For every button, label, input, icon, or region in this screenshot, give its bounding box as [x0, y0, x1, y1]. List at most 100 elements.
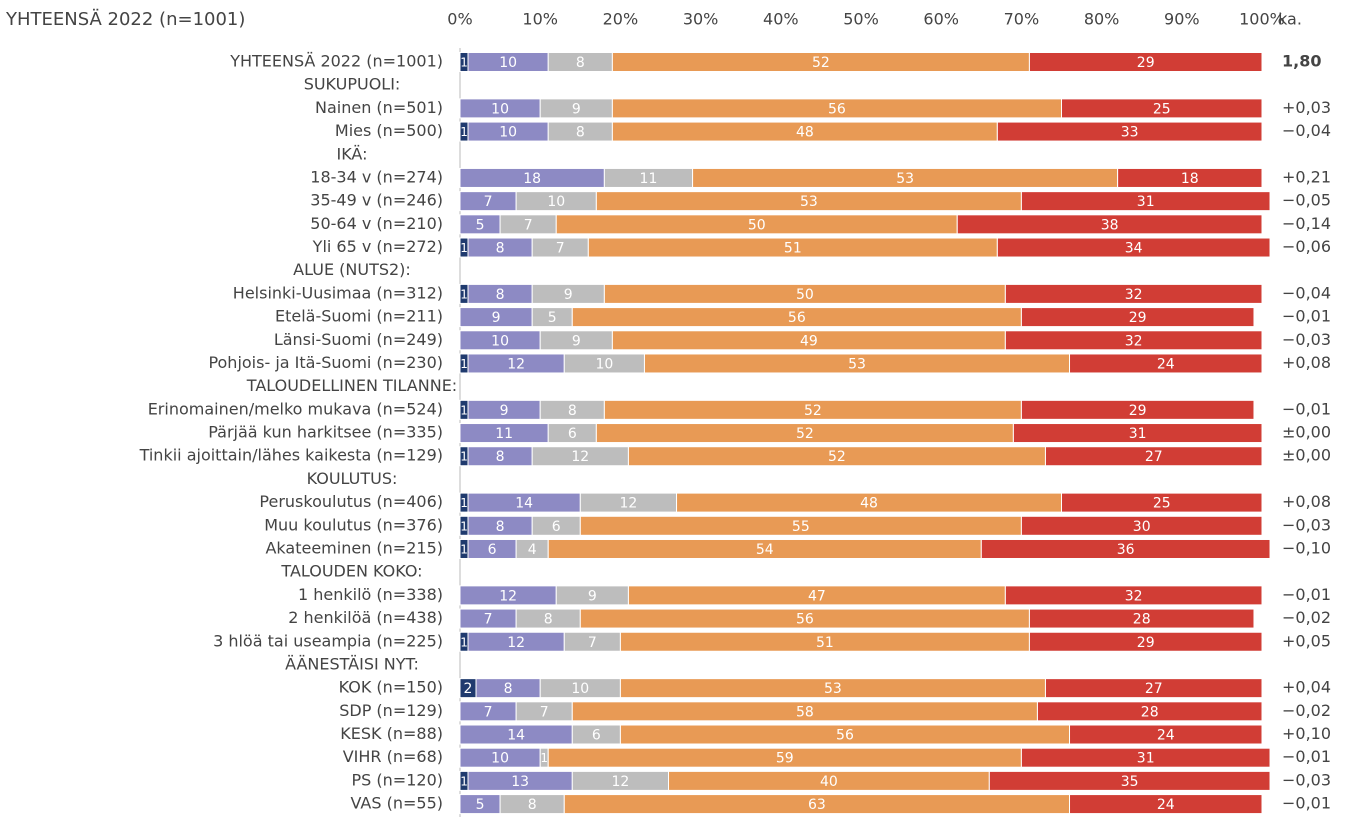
- segment-label: 29: [1129, 310, 1147, 326]
- segment-label: 53: [824, 681, 842, 697]
- segment-label: 14: [515, 496, 533, 512]
- segment-label: 59: [776, 751, 794, 767]
- category-label: Muu koulutus (n=376): [264, 515, 443, 534]
- segment-label: 4: [528, 542, 537, 558]
- category-label: 18-34 v (n=274): [310, 167, 443, 186]
- segment-label: 9: [572, 101, 581, 117]
- segment-label: 32: [1125, 287, 1143, 303]
- bar-segment: [1069, 353, 1263, 374]
- segment-label: 31: [1129, 426, 1147, 442]
- segment-label: 9: [564, 287, 573, 303]
- segment-label: 10: [499, 125, 517, 141]
- bar-segment: [1044, 446, 1263, 467]
- segment-label: 49: [800, 333, 818, 349]
- segment-label: 34: [1125, 241, 1143, 257]
- segment-label: 8: [504, 681, 513, 697]
- segment-label: 10: [491, 101, 509, 117]
- category-label: KESK (n=88): [340, 724, 443, 743]
- ka-value: −0,01: [1282, 585, 1331, 604]
- x-tick-label: 0%: [447, 10, 472, 29]
- segment-label: 47: [808, 588, 826, 604]
- bar-segment: [996, 121, 1263, 142]
- segment-label: 29: [1137, 55, 1155, 71]
- segment-label: 2: [464, 681, 473, 697]
- x-tick-label: 40%: [763, 10, 799, 29]
- segment-label: 8: [576, 125, 585, 141]
- category-label: YHTEENSÄ 2022 (n=1001): [229, 52, 443, 71]
- segment-label: 10: [491, 333, 509, 349]
- bar-segment: [1069, 794, 1263, 815]
- ka-value: −0,10: [1282, 538, 1331, 557]
- bar-segment: [988, 770, 1271, 791]
- ka-value: −0,05: [1282, 191, 1331, 210]
- segment-label: 10: [547, 194, 565, 210]
- category-label: Peruskoulutus (n=406): [259, 492, 443, 511]
- segment-label: 7: [484, 194, 493, 210]
- segment-label: 5: [476, 797, 485, 813]
- bar-segment: [1012, 423, 1263, 444]
- segment-label: 48: [860, 496, 878, 512]
- segment-label: 8: [496, 241, 505, 257]
- ka-value: −0,03: [1282, 515, 1331, 534]
- segment-label: 8: [544, 612, 553, 628]
- ka-value: +0,21: [1282, 167, 1331, 186]
- category-label: Länsi-Suomi (n=249): [274, 330, 443, 349]
- segment-label: 24: [1157, 797, 1175, 813]
- segment-label: 1: [460, 125, 468, 139]
- segment-label: 27: [1145, 449, 1163, 465]
- segment-label: 29: [1137, 635, 1155, 651]
- segment-label: 9: [500, 403, 509, 419]
- segment-label: 9: [492, 310, 501, 326]
- segment-label: 1: [460, 357, 468, 371]
- ka-value: −0,04: [1282, 283, 1331, 302]
- ka-value: −0,02: [1282, 608, 1331, 627]
- segment-label: 7: [524, 217, 533, 233]
- segment-label: 1: [460, 496, 468, 510]
- segment-label: 9: [572, 333, 581, 349]
- ka-header: ka.: [1278, 10, 1302, 29]
- category-label: Tinkii ajoittain/lähes kaikesta (n=129): [139, 446, 443, 465]
- segment-label: 28: [1141, 704, 1159, 720]
- ka-value: −0,06: [1282, 237, 1331, 256]
- segment-label: 12: [507, 356, 525, 372]
- section-label: SUKUPUOLI:: [304, 75, 401, 94]
- bar-segment: [1036, 701, 1263, 722]
- segment-label: 8: [568, 403, 577, 419]
- category-label: 50-64 v (n=210): [310, 214, 443, 233]
- category-label: SDP (n=129): [339, 701, 443, 720]
- segment-label: 1: [540, 751, 548, 765]
- segment-label: 8: [528, 797, 537, 813]
- section-label: ÄÄNESTÄISI NYT:: [285, 654, 419, 673]
- segment-label: 12: [620, 496, 638, 512]
- category-label: 35-49 v (n=246): [310, 191, 443, 210]
- segment-label: 1: [460, 519, 468, 533]
- segment-label: 54: [756, 542, 774, 558]
- x-tick-label: 80%: [1084, 10, 1120, 29]
- ka-value: +0,08: [1282, 353, 1331, 372]
- category-label: Erinomainen/melko mukava (n=524): [148, 399, 443, 418]
- x-tick-label: 20%: [603, 10, 639, 29]
- segment-label: 48: [796, 125, 814, 141]
- segment-label: 52: [812, 55, 830, 71]
- ka-value: −0,04: [1282, 121, 1331, 140]
- segment-label: 7: [484, 704, 493, 720]
- category-label: Nainen (n=501): [315, 98, 443, 117]
- segment-label: 56: [836, 728, 854, 744]
- segment-label: 53: [800, 194, 818, 210]
- segment-label: 13: [511, 774, 529, 790]
- segment-label: 53: [896, 171, 914, 187]
- ka-value: −0,01: [1282, 399, 1331, 418]
- segment-label: 1: [460, 287, 468, 301]
- bar-segment: [1020, 515, 1263, 536]
- category-label: VIHR (n=68): [343, 747, 443, 766]
- segment-label: 33: [1121, 125, 1139, 141]
- segment-label: 1: [460, 56, 468, 70]
- bar-segment: [980, 538, 1271, 559]
- segment-label: 52: [828, 449, 846, 465]
- category-label: 3 hlöä tai useampia (n=225): [213, 631, 443, 650]
- segment-label: 10: [499, 55, 517, 71]
- segment-label: 36: [1117, 542, 1135, 558]
- bar-segment: [1069, 724, 1263, 745]
- section-label: ALUE (NUTS2):: [293, 260, 411, 279]
- segment-label: 24: [1157, 728, 1175, 744]
